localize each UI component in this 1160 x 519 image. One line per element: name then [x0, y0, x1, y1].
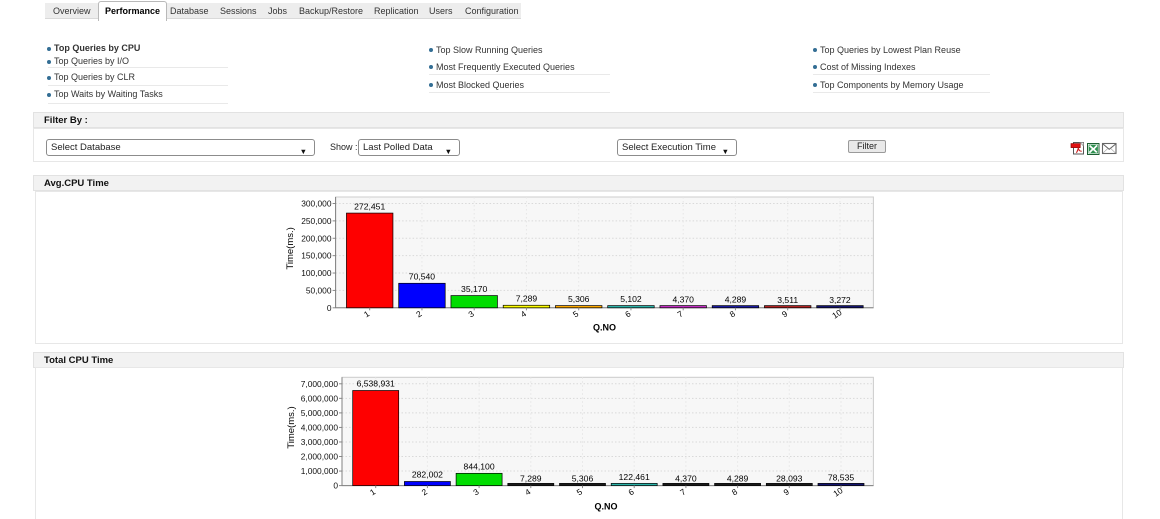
svg-text:1,000,000: 1,000,000 — [301, 466, 339, 476]
svg-text:5,102: 5,102 — [620, 294, 642, 304]
svg-text:4: 4 — [519, 308, 529, 319]
svg-text:0: 0 — [327, 303, 332, 313]
svg-text:10: 10 — [831, 485, 845, 499]
svg-text:0: 0 — [333, 481, 338, 491]
svg-text:300,000: 300,000 — [301, 199, 332, 209]
svg-text:6,538,931: 6,538,931 — [357, 379, 395, 389]
svg-text:3: 3 — [471, 486, 481, 497]
svg-text:7,289: 7,289 — [516, 293, 538, 303]
svg-text:5: 5 — [571, 308, 581, 319]
svg-text:2: 2 — [420, 486, 430, 497]
svg-text:1: 1 — [362, 308, 372, 319]
svg-text:2: 2 — [414, 308, 424, 319]
svg-text:5,306: 5,306 — [568, 294, 590, 304]
svg-text:50,000: 50,000 — [306, 285, 332, 295]
svg-text:9: 9 — [780, 308, 790, 319]
svg-text:8: 8 — [728, 308, 738, 319]
svg-text:1: 1 — [368, 486, 378, 497]
svg-text:7: 7 — [678, 486, 688, 497]
svg-text:200,000: 200,000 — [301, 233, 332, 243]
svg-text:10: 10 — [830, 307, 844, 321]
svg-text:5,306: 5,306 — [572, 474, 594, 484]
svg-text:Q.NO: Q.NO — [594, 502, 617, 512]
svg-text:3: 3 — [466, 308, 476, 319]
svg-text:9: 9 — [781, 486, 791, 497]
svg-text:Time(ms.): Time(ms.) — [285, 227, 296, 269]
svg-text:6: 6 — [623, 308, 633, 319]
svg-text:150,000: 150,000 — [301, 251, 332, 261]
svg-text:250,000: 250,000 — [301, 216, 332, 226]
svg-text:78,535: 78,535 — [828, 473, 855, 483]
svg-text:2,000,000: 2,000,000 — [301, 452, 339, 462]
svg-text:70,540: 70,540 — [409, 271, 436, 281]
svg-text:3,272: 3,272 — [829, 295, 851, 305]
svg-text:3,000,000: 3,000,000 — [301, 437, 339, 447]
svg-text:282,002: 282,002 — [412, 470, 443, 480]
svg-text:6,000,000: 6,000,000 — [301, 393, 339, 403]
svg-text:7: 7 — [675, 308, 685, 319]
svg-text:5,000,000: 5,000,000 — [301, 408, 339, 418]
svg-text:272,451: 272,451 — [354, 201, 385, 211]
svg-text:Time(ms.): Time(ms.) — [286, 406, 297, 448]
svg-text:3,511: 3,511 — [777, 295, 798, 305]
svg-text:5: 5 — [575, 486, 585, 497]
svg-text:Q.NO: Q.NO — [593, 323, 616, 333]
svg-text:4,370: 4,370 — [675, 474, 697, 484]
svg-text:28,093: 28,093 — [776, 473, 803, 483]
svg-text:4: 4 — [523, 486, 533, 497]
svg-text:4,289: 4,289 — [727, 474, 749, 484]
svg-text:4,000,000: 4,000,000 — [301, 422, 339, 432]
svg-text:7,289: 7,289 — [520, 474, 542, 484]
svg-text:844,100: 844,100 — [464, 462, 495, 472]
svg-text:8: 8 — [730, 486, 740, 497]
svg-text:122,461: 122,461 — [619, 472, 650, 482]
svg-text:6: 6 — [626, 486, 636, 497]
svg-text:4,289: 4,289 — [725, 295, 747, 305]
svg-text:35,170: 35,170 — [461, 284, 488, 294]
svg-text:4,370: 4,370 — [672, 294, 694, 304]
svg-text:100,000: 100,000 — [301, 268, 332, 278]
svg-text:7,000,000: 7,000,000 — [301, 379, 339, 389]
